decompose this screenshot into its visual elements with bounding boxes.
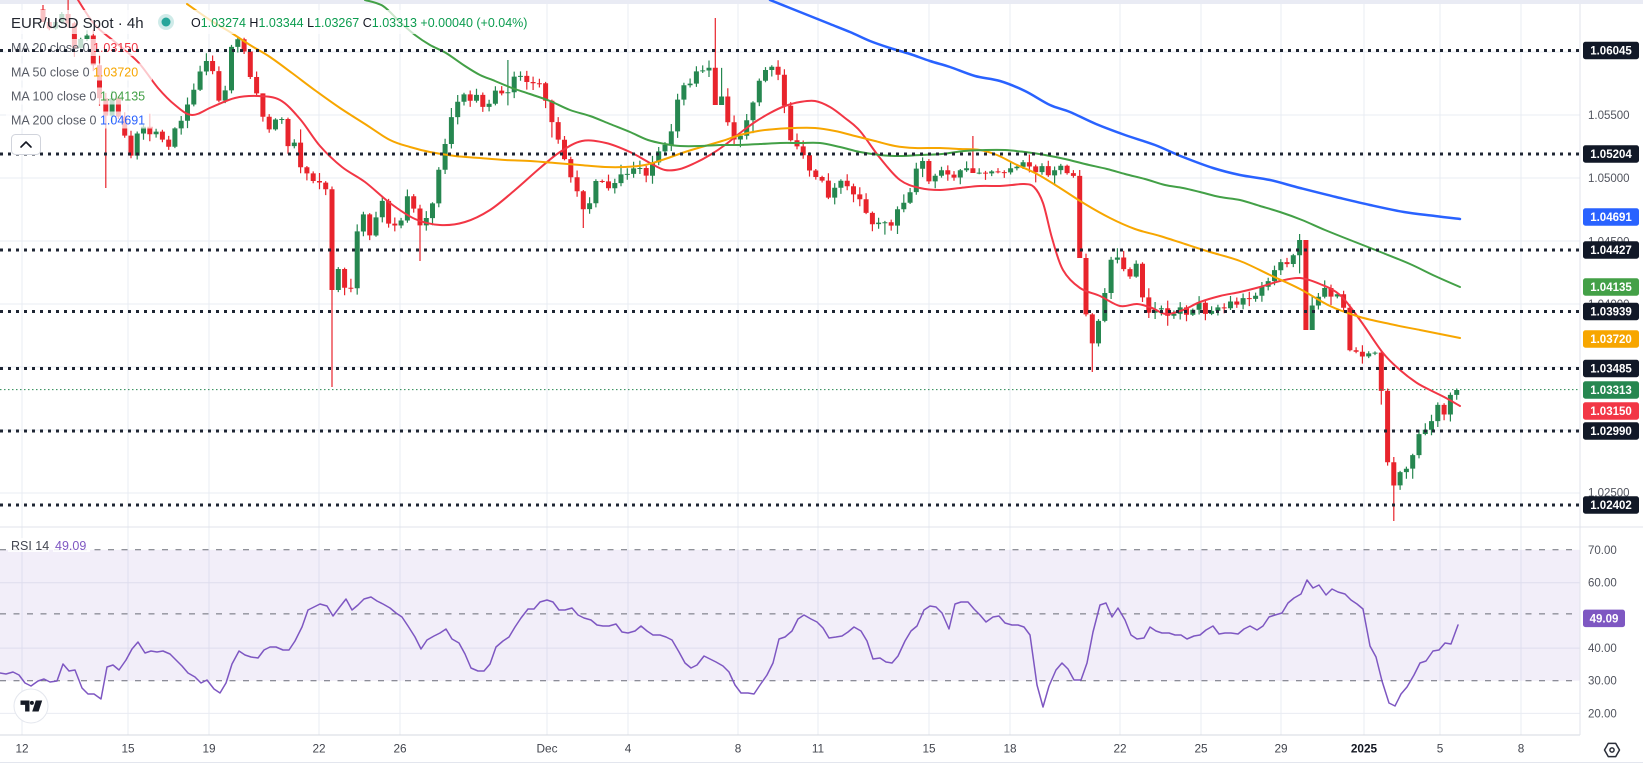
svg-text:1.02402: 1.02402 [1590, 500, 1632, 512]
svg-text:25: 25 [1194, 742, 1208, 756]
svg-text:1.03939: 1.03939 [1590, 307, 1632, 319]
svg-text:12: 12 [15, 742, 28, 756]
svg-text:1.02990: 1.02990 [1590, 426, 1632, 438]
svg-text:22: 22 [1113, 742, 1126, 756]
svg-text:1.03313: 1.03313 [1590, 385, 1632, 397]
svg-text:1.04135: 1.04135 [1590, 282, 1632, 294]
svg-text:49.09: 49.09 [1590, 613, 1619, 625]
svg-text:1.04427: 1.04427 [1590, 245, 1632, 257]
svg-text:15: 15 [121, 742, 135, 756]
svg-text:O1.03274 H1.03344 L1.03267 C1.: O1.03274 H1.03344 L1.03267 C1.03313 +0.0… [191, 16, 527, 30]
svg-text:Dec: Dec [537, 742, 558, 756]
svg-text:5: 5 [1437, 742, 1444, 756]
svg-text:1.05500: 1.05500 [1588, 110, 1630, 122]
svg-text:29: 29 [1274, 742, 1287, 756]
svg-text:8: 8 [1518, 742, 1525, 756]
svg-text:8: 8 [735, 742, 742, 756]
svg-text:70.00: 70.00 [1588, 545, 1617, 557]
svg-text:15: 15 [922, 742, 936, 756]
svg-text:1.05204: 1.05204 [1590, 149, 1632, 161]
svg-text:1.03720: 1.03720 [1590, 334, 1632, 346]
svg-text:MA 200 close 0 1.04691: MA 200 close 0 1.04691 [11, 114, 145, 128]
svg-text:30.00: 30.00 [1588, 676, 1617, 688]
svg-text:26: 26 [393, 742, 407, 756]
svg-text:18: 18 [1003, 742, 1017, 756]
svg-text:MA 100 close 0 1.04135: MA 100 close 0 1.04135 [11, 90, 145, 104]
svg-text:EUR/USD Spot · 4h: EUR/USD Spot · 4h [11, 15, 144, 32]
svg-text:1.04691: 1.04691 [1590, 212, 1632, 224]
svg-text:1.03485: 1.03485 [1590, 364, 1632, 376]
svg-text:19: 19 [202, 742, 215, 756]
svg-text:20.00: 20.00 [1588, 708, 1617, 720]
svg-text:2025: 2025 [1351, 742, 1378, 756]
svg-text:1.03150: 1.03150 [1590, 406, 1632, 418]
svg-text:MA 50 close 0 1.03720: MA 50 close 0 1.03720 [11, 66, 138, 80]
svg-text:22: 22 [312, 742, 325, 756]
svg-text:1.06045: 1.06045 [1590, 46, 1632, 58]
svg-text:1.05000: 1.05000 [1588, 173, 1630, 185]
svg-text:11: 11 [812, 742, 824, 756]
svg-text:RSI 14: RSI 14 [11, 539, 49, 553]
svg-text:49.09: 49.09 [55, 539, 86, 553]
svg-text:60.00: 60.00 [1588, 578, 1617, 590]
svg-text:40.00: 40.00 [1588, 643, 1617, 655]
svg-text:MA 20 close 0 1.03150: MA 20 close 0 1.03150 [11, 41, 138, 55]
svg-text:4: 4 [625, 742, 632, 756]
